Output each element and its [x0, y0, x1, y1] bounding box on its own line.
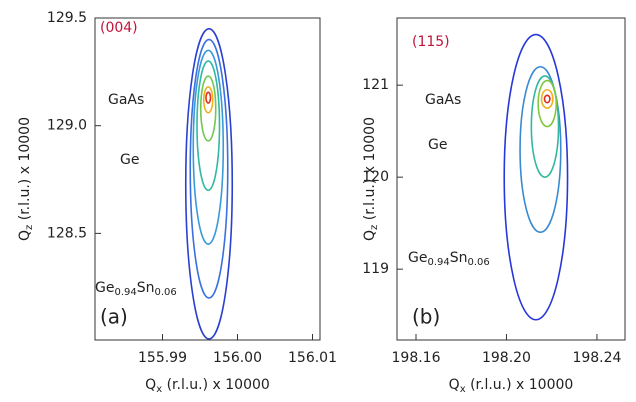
- plot-frame: [94, 17, 321, 341]
- phase-label: GaAs: [108, 92, 144, 108]
- contour-level: [199, 75, 217, 142]
- text-part: (r.l.u.) x 10000: [362, 117, 378, 225]
- subscript: z: [369, 225, 380, 230]
- x-tick-label: 156.00: [213, 350, 262, 366]
- y-axis-label: Qz (r.l.u.) x 10000: [362, 117, 380, 241]
- x-axis-label: Qx (r.l.u.) x 10000: [145, 377, 270, 395]
- text-part: GaAs: [425, 92, 461, 108]
- y-tick-label: 121: [362, 77, 389, 93]
- y-tick-label: 119: [362, 261, 389, 277]
- subscript: 0.94: [427, 257, 449, 268]
- y-tick-label: 120: [362, 169, 389, 185]
- text-part: Ge: [95, 280, 114, 296]
- subscript: 0.06: [468, 257, 490, 268]
- contour-level: [519, 65, 562, 234]
- contour-level: [540, 88, 554, 109]
- y-tick-label: 128.5: [47, 225, 87, 241]
- contour-level: [530, 75, 560, 178]
- subscript: 0.06: [155, 287, 177, 298]
- contour-level: [192, 49, 225, 245]
- panel-label: (a): [100, 305, 128, 329]
- phase-label: Ge0.94Sn0.06: [408, 250, 490, 268]
- reflection-label: (004): [100, 20, 138, 36]
- x-tick-label: 198.24: [572, 350, 621, 366]
- panel-label: (b): [412, 305, 440, 329]
- text-part: Q: [449, 377, 460, 393]
- text-part: (r.l.u.) x 10000: [17, 117, 33, 225]
- text-part: (r.l.u.) x 10000: [466, 377, 574, 393]
- y-tick-label: 129.5: [47, 10, 87, 26]
- text-part: Ge: [120, 152, 139, 168]
- reflection-label: (115): [412, 34, 450, 50]
- x-tick-label: 155.99: [138, 350, 187, 366]
- y-tick-label: 129.0: [47, 118, 87, 134]
- subscript: z: [24, 225, 35, 230]
- text-part: GaAs: [108, 92, 144, 108]
- text-part: Sn: [450, 250, 468, 266]
- text-part: Q: [145, 377, 156, 393]
- subscript: x: [460, 384, 466, 395]
- text-part: (r.l.u.) x 10000: [162, 377, 270, 393]
- contour-level: [537, 79, 558, 128]
- phase-label: Ge: [120, 152, 139, 168]
- contour-level: [189, 38, 229, 299]
- x-tick-label: 198.20: [482, 350, 531, 366]
- plot-frame: [396, 17, 626, 341]
- text-part: Sn: [137, 280, 155, 296]
- contour-level: [543, 94, 551, 104]
- text-part: Q: [362, 230, 378, 241]
- x-tick-label: 198.16: [392, 350, 441, 366]
- contour-level: [196, 60, 221, 192]
- phase-label: GaAs: [425, 92, 461, 108]
- subscript: x: [156, 384, 162, 395]
- text-part: Ge: [428, 137, 447, 153]
- contour-level: [184, 27, 234, 340]
- text-part: Q: [17, 230, 33, 241]
- subscript: 0.94: [114, 287, 136, 298]
- y-axis-label: Qz (r.l.u.) x 10000: [17, 117, 35, 241]
- text-part: Ge: [408, 250, 427, 266]
- phase-label: Ge: [428, 137, 447, 153]
- x-axis-label: Qx (r.l.u.) x 10000: [449, 377, 574, 395]
- contour-level: [202, 86, 214, 114]
- phase-label: Ge0.94Sn0.06: [95, 280, 177, 298]
- contour-level: [503, 33, 569, 321]
- x-tick-label: 156.01: [288, 350, 337, 366]
- contour-level: [205, 91, 212, 104]
